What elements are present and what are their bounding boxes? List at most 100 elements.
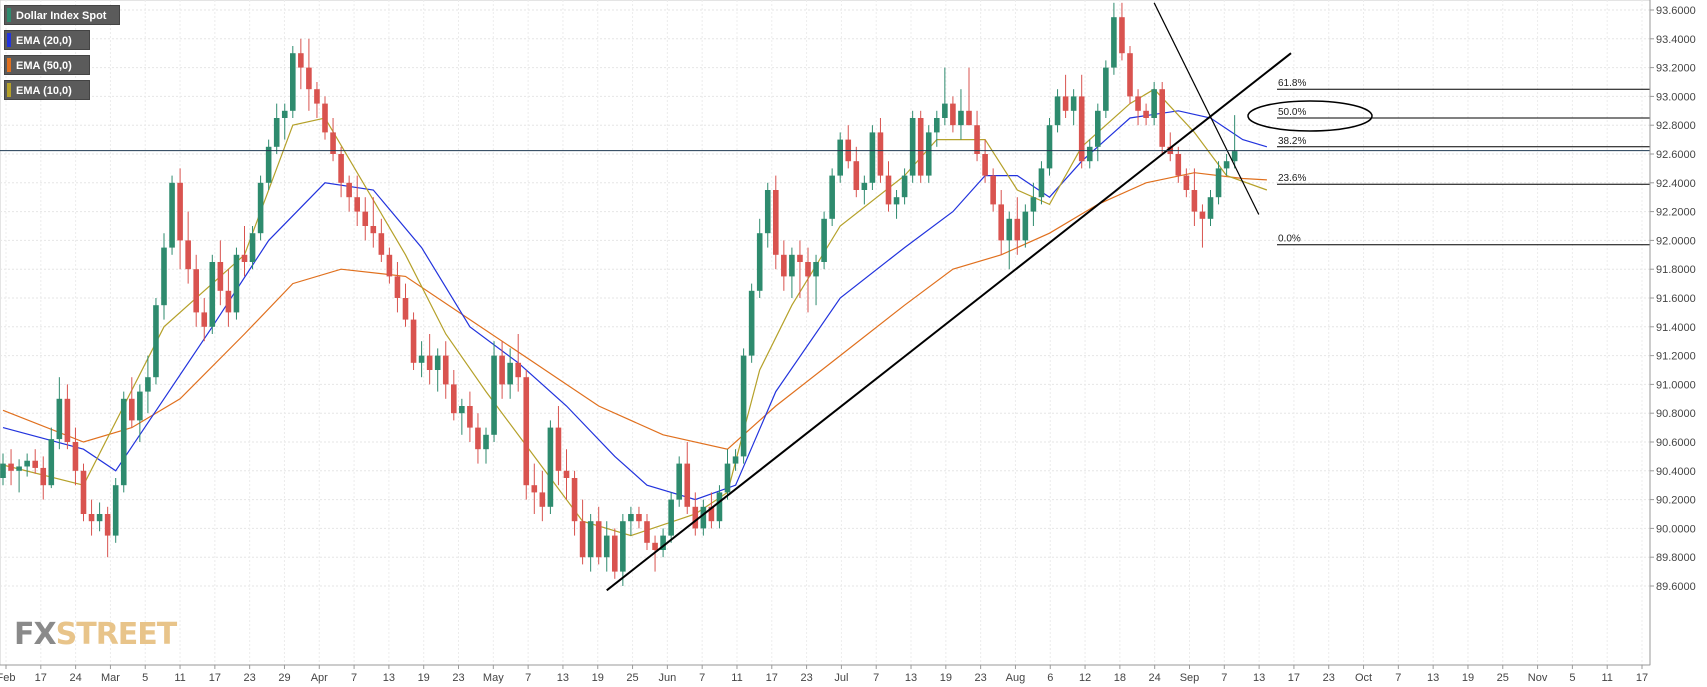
y-tick-label: 93.0000 [1656,91,1696,103]
candle-body [571,478,578,522]
x-tick-label: Apr [311,672,328,684]
candle-body [942,103,948,118]
candle-body [700,506,707,529]
candle-body [587,521,594,558]
x-tick-label: May [483,672,504,684]
candle-body [1078,96,1085,162]
x-tick-label: 19 [592,672,604,684]
candle-body [241,254,248,262]
x-tick-label: 25 [626,672,638,684]
y-tick-label: 90.8000 [1656,408,1696,420]
y-axis: 93.6000 93.4000 93.2000 93.0000 92.8000 92.60… [1649,0,1707,665]
y-tick-label: 90.0000 [1656,523,1696,535]
y-tick-label: 91.8000 [1656,264,1696,276]
candle-body [893,197,900,205]
legend-ema10-label: EMA (10,0) [16,85,72,97]
x-tick-label: Jun [658,672,676,684]
x-tick-label: Nov [1528,672,1548,684]
candle-body [169,182,175,248]
candle-body [1143,110,1149,118]
x-tick-label: 11 [1601,672,1612,684]
candle-body [523,377,530,486]
candle-body [40,467,47,486]
fib-50-highlight-ellipse [1247,100,1373,132]
candle-body [539,492,546,507]
logo-street: STREET [55,617,178,652]
candle-body [990,175,996,205]
y-tick-label: 93.4000 [1656,34,1696,46]
candle-body [805,262,811,277]
candle-body [410,319,417,363]
y-tick-label: 93.6000 [1656,5,1696,17]
candle-body [1223,161,1230,169]
candle-body [1135,96,1141,111]
x-tick-label: Sep [1180,672,1200,684]
candle-body [120,398,127,486]
x-tick-label: Feb [0,672,15,684]
legend-title: Dollar Index Spot [4,5,120,25]
x-tick-label: 6 [1047,672,1053,684]
candle-body [515,362,521,378]
x-tick-label: 17 [1636,672,1648,684]
candle-body [1038,168,1045,198]
legend-ema50-label: EMA (50,0) [16,60,72,72]
y-axis-background [1650,0,1707,665]
y-tick-label: 91.2000 [1656,351,1696,363]
legend-ema20-swatch [7,33,11,47]
candle-body [112,485,119,536]
legend-title-label: Dollar Index Spot [16,10,107,22]
candle-body [64,398,71,442]
candle-body [636,514,642,522]
candle-body [467,406,473,428]
candle-body [773,190,779,255]
candle-body [982,154,988,176]
x-tick-label: Mar [101,672,120,684]
x-axis: Feb 17 24 Mar 5 11 17 23 29 Apr 7 13 19 23 May 7 13 19 25 J… [0,664,1650,684]
y-tick-label: 92.4000 [1656,178,1696,190]
candle-body [1151,89,1157,118]
candle-body [72,442,79,471]
candle-body [451,384,457,414]
candle-body [217,262,224,291]
x-tick-label: Jul [834,672,848,684]
x-tick-label: 17 [766,672,778,684]
candle-body [257,182,264,234]
x-tick-label: 23 [452,672,464,684]
x-tick-label: 19 [1462,672,1474,684]
candle-body [1215,168,1222,198]
candle-body [563,470,570,478]
candle-body [748,290,755,356]
candle-body [499,355,505,385]
candle-body [1022,211,1029,241]
x-tick-label: 13 [1253,672,1265,684]
legend-ema10-swatch [7,83,11,97]
candle-body [917,118,924,176]
x-tick-label: 24 [1149,672,1161,684]
candle-body [813,262,819,277]
candle-body [475,427,481,450]
y-tick-label: 89.8000 [1656,552,1696,564]
candle-body [402,298,409,320]
x-tick-label: 13 [905,672,917,684]
x-tick-label: 7 [873,672,879,684]
candle-body [386,254,393,277]
candle-body [394,276,401,298]
x-tick-label: 23 [800,672,812,684]
candle-body [579,521,586,558]
y-tick-label: 92.8000 [1656,120,1696,132]
candle-body [869,132,876,183]
candle-body [80,470,87,514]
x-tick-label: 7 [1221,672,1227,684]
candle-body [603,535,610,558]
candle-body [732,456,739,464]
candle-body [676,463,682,500]
candle-body [507,362,513,385]
candle-body [1191,190,1198,212]
candle-body [1159,89,1165,147]
candle-body [129,398,135,421]
legend-ema50-swatch [7,58,11,72]
candle-body [547,427,554,507]
candle-body [966,110,972,126]
candle-body [225,290,232,313]
